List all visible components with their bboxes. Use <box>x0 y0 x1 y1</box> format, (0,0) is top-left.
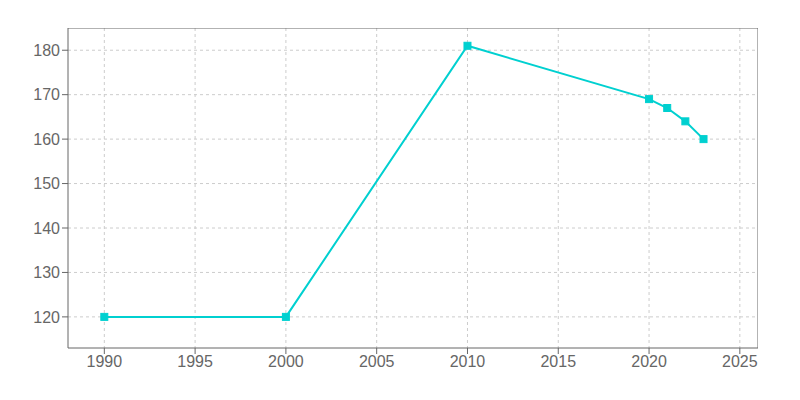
svg-text:2025: 2025 <box>722 353 758 370</box>
svg-text:140: 140 <box>33 220 60 237</box>
svg-text:2000: 2000 <box>268 353 304 370</box>
svg-text:170: 170 <box>33 86 60 103</box>
svg-text:180: 180 <box>33 42 60 59</box>
svg-text:1995: 1995 <box>177 353 213 370</box>
svg-text:2020: 2020 <box>631 353 667 370</box>
svg-text:2005: 2005 <box>359 353 395 370</box>
svg-text:160: 160 <box>33 131 60 148</box>
svg-text:130: 130 <box>33 264 60 281</box>
svg-text:1990: 1990 <box>87 353 123 370</box>
svg-text:120: 120 <box>33 309 60 326</box>
svg-text:2015: 2015 <box>540 353 576 370</box>
svg-text:150: 150 <box>33 175 60 192</box>
svg-text:2010: 2010 <box>450 353 486 370</box>
